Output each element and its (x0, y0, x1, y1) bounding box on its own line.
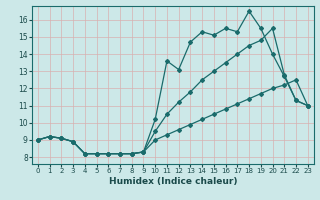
X-axis label: Humidex (Indice chaleur): Humidex (Indice chaleur) (108, 177, 237, 186)
